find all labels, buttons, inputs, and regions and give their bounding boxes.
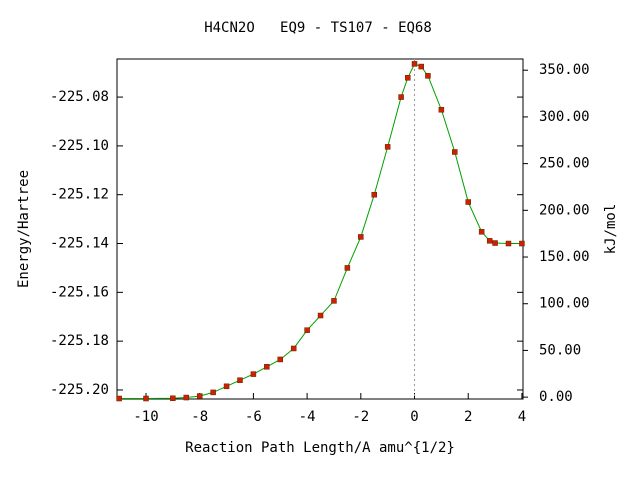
x-tick-label: 4	[518, 409, 526, 425]
point	[438, 107, 445, 113]
point	[425, 73, 431, 79]
point	[465, 199, 471, 205]
y-tick-label: -225.14	[50, 236, 109, 252]
y-tick-label: -225.16	[50, 284, 109, 300]
x-tick-label: 0	[410, 409, 418, 425]
point	[492, 240, 498, 246]
y2-tick-label: 350.00	[539, 62, 590, 78]
point	[505, 240, 512, 247]
point	[452, 149, 458, 155]
point	[411, 61, 418, 67]
x-tick-label: -2	[352, 409, 369, 425]
point	[358, 234, 364, 240]
point	[143, 395, 149, 402]
x-axis-label: Reaction Path Length/A amu^{1/2}	[185, 440, 455, 456]
y-tick-label: -225.08	[50, 89, 109, 105]
point	[371, 191, 377, 198]
x-tick-label: -4	[299, 409, 316, 425]
y2-axis-label: kJ/mol	[603, 204, 619, 255]
point	[344, 265, 351, 271]
x-tick-label: -6	[245, 409, 262, 425]
y2-tick-label: 300.00	[539, 109, 590, 125]
point	[405, 75, 411, 81]
y2-tick-label: 0.00	[539, 389, 573, 405]
y2-tick-label: 50.00	[539, 342, 581, 358]
series-line	[119, 63, 522, 400]
point	[196, 393, 203, 399]
point	[304, 327, 310, 333]
point	[478, 229, 485, 235]
point	[264, 364, 270, 370]
y-tick-label: -225.10	[50, 138, 109, 154]
y-tick-label: -225.20	[50, 382, 109, 398]
point	[486, 238, 493, 244]
point	[116, 395, 122, 402]
y-tick-label: -225.18	[50, 333, 109, 349]
point	[418, 63, 424, 70]
point	[398, 94, 404, 100]
chart-title: H4CN2O EQ9 - TS107 - EQ68	[204, 20, 432, 36]
point	[210, 389, 216, 396]
point	[170, 395, 176, 402]
x-tick-label: 2	[464, 409, 472, 425]
point	[277, 356, 284, 363]
x-tick-label: -10	[133, 409, 158, 425]
point	[290, 345, 297, 352]
y2-tick-label: 200.00	[539, 202, 590, 218]
y2-tick-label: 100.00	[539, 296, 590, 312]
x-tick-label: -8	[191, 409, 208, 425]
point	[250, 371, 257, 377]
point	[384, 144, 391, 150]
plot-frame	[116, 58, 524, 400]
y2-tick-label: 250.00	[539, 156, 590, 172]
y-axis-label: Energy/Hartree	[16, 170, 32, 288]
point	[331, 298, 337, 304]
point	[519, 240, 525, 247]
y2-tick-label: 150.00	[539, 249, 590, 265]
point	[183, 394, 190, 401]
y-tick-label: -225.12	[50, 187, 109, 203]
point	[237, 377, 243, 383]
point	[317, 312, 324, 319]
point	[223, 383, 230, 390]
